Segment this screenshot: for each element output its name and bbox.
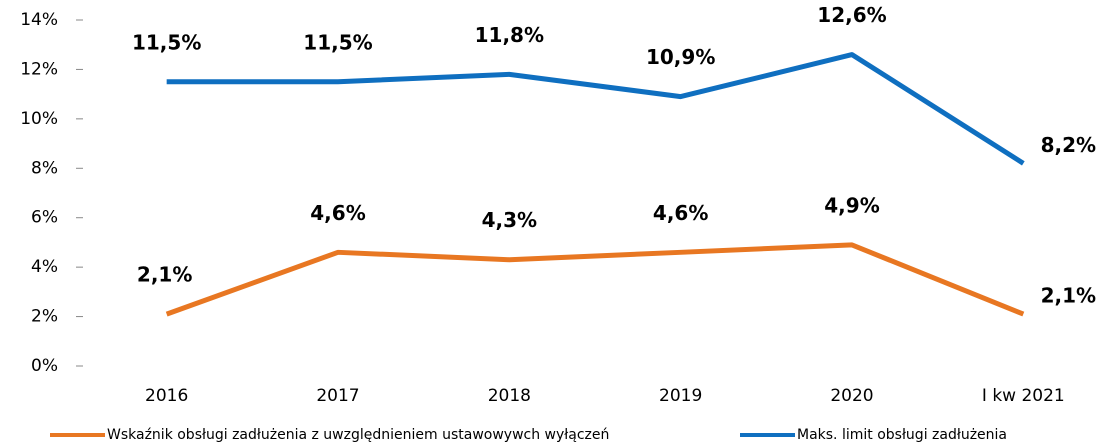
x-tick-label: 2020 (830, 386, 873, 406)
y-tick-label: 12% (20, 59, 58, 79)
data-label: 4,3% (482, 208, 537, 232)
legend-label: Wskaźnik obsługi zadłużenia z uwzględnie… (107, 427, 609, 443)
y-tick-label: 0% (31, 356, 58, 376)
y-tick-label: 4% (31, 257, 58, 277)
data-label: 4,6% (653, 201, 708, 225)
series-line (165, 242, 1025, 317)
data-label: 11,5% (303, 30, 372, 54)
x-tick-label: 2016 (145, 386, 188, 406)
data-label: 8,2% (1041, 133, 1096, 157)
y-tick-label: 8% (31, 158, 58, 178)
x-tick-label: 2019 (659, 386, 702, 406)
data-label: 10,9% (646, 45, 715, 69)
data-label: 2,1% (1041, 284, 1096, 308)
data-label: 4,9% (824, 193, 879, 217)
data-label: 12,6% (817, 3, 886, 27)
data-label: 11,5% (132, 30, 201, 54)
series-line (166, 52, 1025, 166)
y-tick-label: 2% (31, 307, 58, 327)
x-tick-label: 2017 (316, 386, 359, 406)
x-tick-label: I kw 2021 (982, 386, 1065, 406)
legend-label: Maks. limit obsługi zadłużenia (797, 427, 1007, 443)
x-tick-label: 2018 (488, 386, 531, 406)
data-label: 11,8% (475, 23, 544, 47)
data-label: 4,6% (310, 201, 365, 225)
data-label: 2,1% (137, 263, 192, 287)
y-tick-label: 6% (31, 208, 58, 228)
y-tick-label: 14% (20, 10, 58, 30)
y-tick-label: 10% (20, 109, 58, 129)
